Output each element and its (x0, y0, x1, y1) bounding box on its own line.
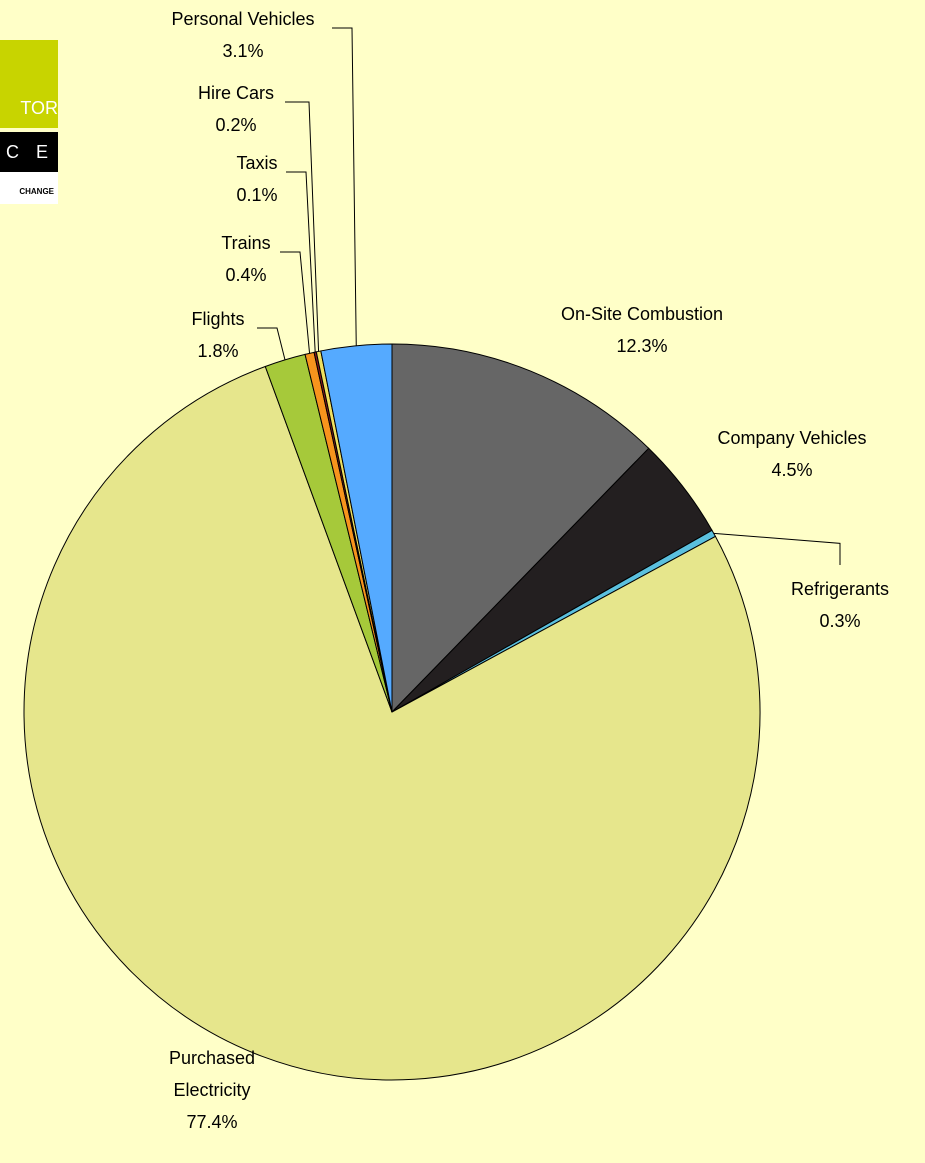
slice-value: 0.4% (225, 265, 267, 285)
logo-black (0, 132, 58, 172)
slice-name: Purchased Electricity (168, 1048, 256, 1100)
slice-value: 1.8% (197, 341, 239, 361)
logo-green (0, 40, 58, 128)
slice-value: 77.4% (186, 1112, 238, 1132)
slice-label: Personal Vehicles 3.1% (171, 3, 314, 67)
logo-text: CHANGE (19, 187, 54, 196)
logo-text: TOR (20, 98, 58, 118)
slice-name: Personal Vehicles (171, 9, 315, 29)
slice-value: 12.3% (616, 336, 668, 356)
slice-value: 0.3% (819, 611, 861, 631)
logo-text: C E (6, 142, 54, 162)
leader-line (257, 327, 286, 361)
leader-line (285, 101, 320, 352)
slice-name: Company Vehicles (717, 428, 867, 448)
slice-label: On-Site Combustion 12.3% (561, 298, 723, 362)
slice-name: Flights (191, 309, 245, 329)
slice-label: Flights 1.8% (191, 303, 244, 367)
pie-slice (320, 343, 393, 713)
slice-name: Trains (221, 233, 271, 253)
slice-value: 3.1% (222, 41, 264, 61)
pie-slice (391, 343, 650, 714)
pie-slice (23, 365, 761, 1081)
slice-label: Taxis 0.1% (236, 147, 277, 211)
slice-label: Refrigerants 0.3% (791, 573, 889, 637)
slice-value: 0.1% (236, 185, 278, 205)
slice-label: Trains 0.4% (221, 227, 270, 291)
slice-label: Company Vehicles 4.5% (717, 422, 866, 486)
leader-line (713, 532, 841, 565)
slice-name: Hire Cars (197, 83, 275, 103)
leader-line (332, 27, 357, 346)
leader-line (280, 251, 311, 354)
slice-value: 0.2% (215, 115, 257, 135)
slice-name: On-Site Combustion (560, 304, 724, 324)
slice-label: Purchased Electricity 77.4% (157, 1042, 267, 1138)
logo-white (0, 172, 58, 204)
slice-label: Hire Cars 0.2% (198, 77, 274, 141)
slice-name: Taxis (236, 153, 278, 173)
leader-line (286, 171, 316, 353)
slice-value: 4.5% (771, 460, 813, 480)
slice-name: Refrigerants (790, 579, 890, 599)
